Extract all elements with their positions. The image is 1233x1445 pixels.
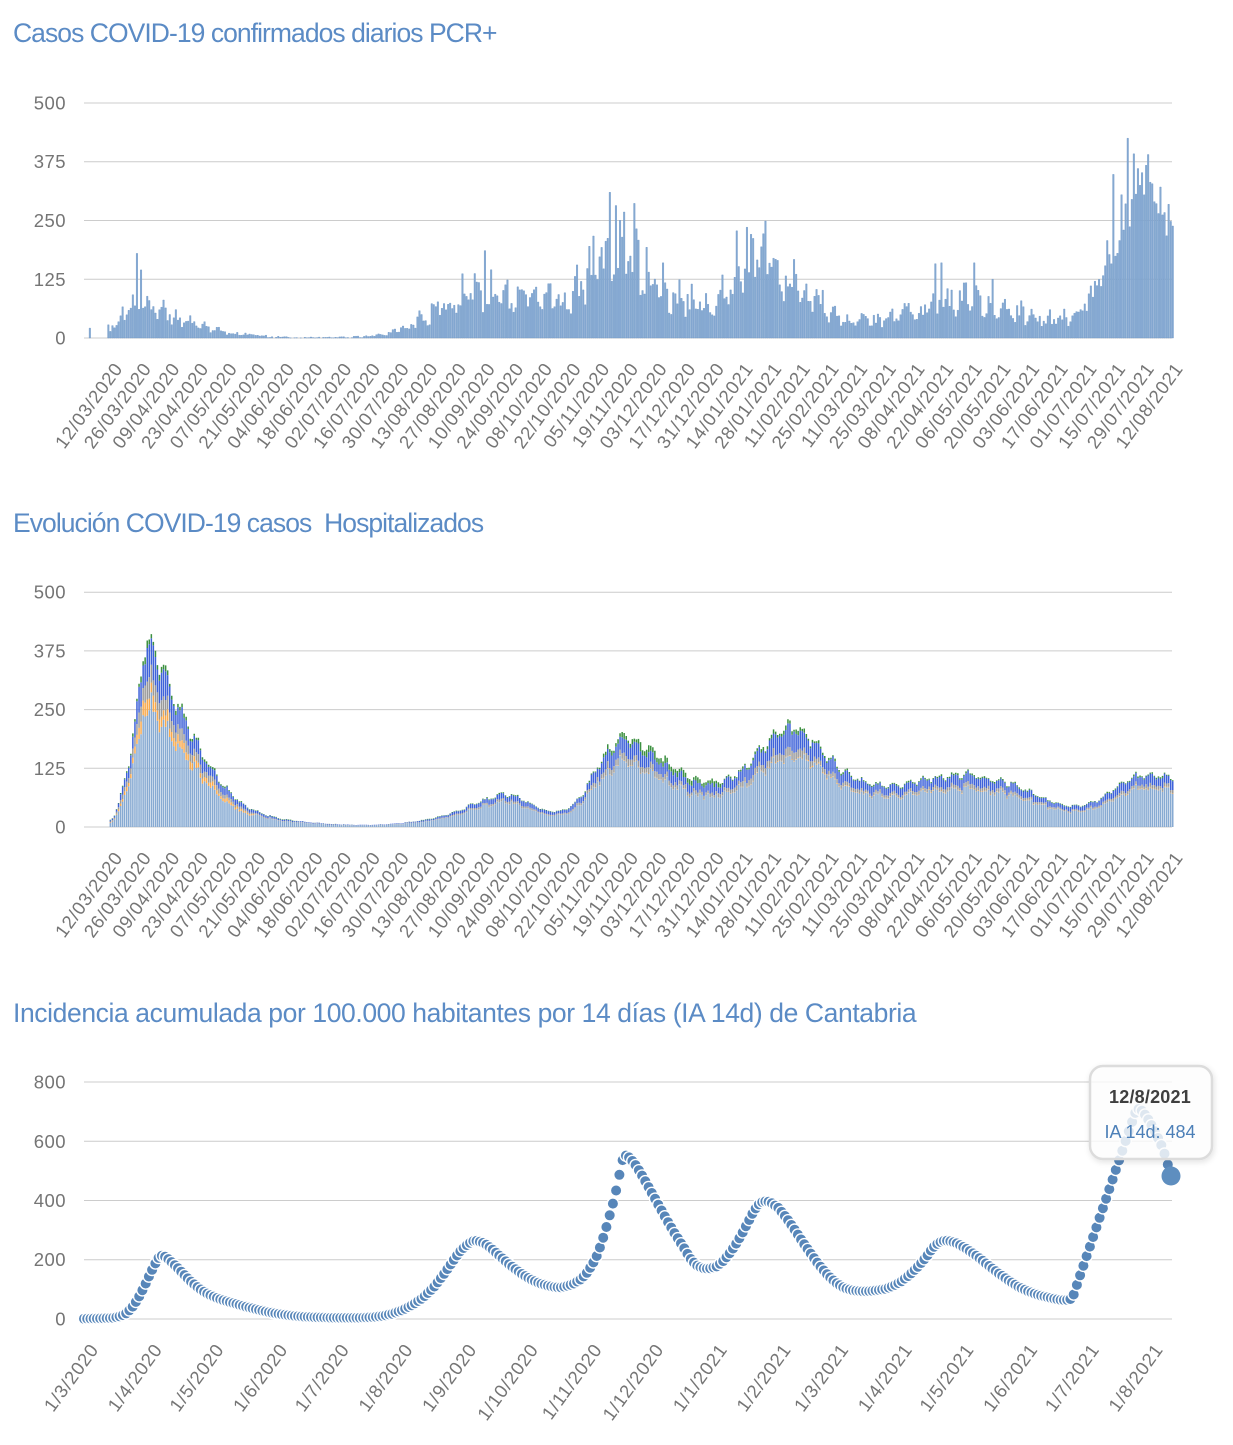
svg-text:0: 0 [55, 328, 66, 349]
svg-text:0: 0 [55, 817, 66, 838]
svg-text:600: 600 [34, 1131, 66, 1152]
svg-text:375: 375 [34, 640, 66, 661]
svg-text:500: 500 [34, 93, 66, 114]
svg-text:800: 800 [34, 1072, 66, 1093]
svg-text:IA 14d: 484: IA 14d: 484 [1104, 1122, 1195, 1142]
svg-text:500: 500 [34, 582, 66, 603]
svg-text:Evolución COVID-19 casos Hosp: Evolución COVID-19 casos Hospitalizados [13, 508, 484, 538]
svg-text:400: 400 [34, 1190, 66, 1211]
svg-text:0: 0 [55, 1309, 66, 1330]
svg-text:250: 250 [34, 210, 66, 231]
svg-text:Casos COVID-19 confirmados dia: Casos COVID-19 confirmados diarios PCR+ [13, 18, 497, 48]
svg-text:125: 125 [34, 758, 66, 779]
svg-text:200: 200 [34, 1249, 66, 1270]
svg-text:375: 375 [34, 151, 66, 172]
svg-text:12/8/2021: 12/8/2021 [1109, 1087, 1191, 1107]
svg-text:125: 125 [34, 269, 66, 290]
svg-text:Incidencia acumulada por 100.0: Incidencia acumulada por 100.000 habitan… [13, 998, 917, 1028]
svg-text:250: 250 [34, 699, 66, 720]
